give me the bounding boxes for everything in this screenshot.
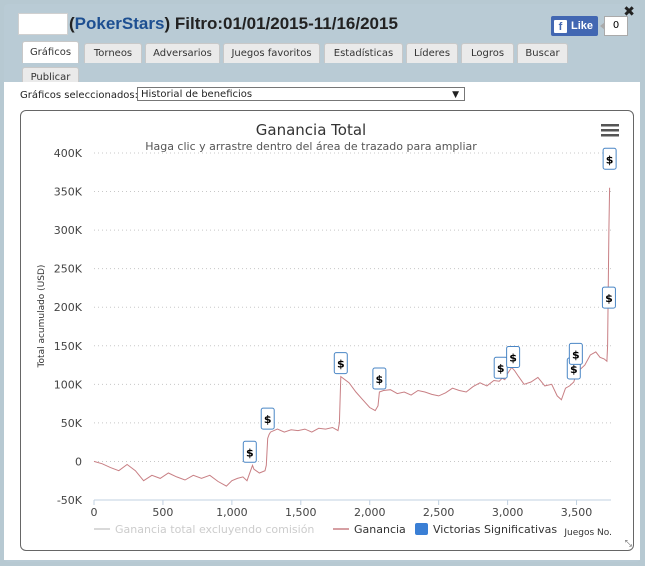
y-tick-label: 300K	[54, 224, 83, 237]
marker-label: $	[246, 446, 254, 459]
tab-estadisticas[interactable]: Estadísticas	[324, 43, 403, 63]
x-tick-label: 3,000	[492, 506, 524, 519]
marker-label: $	[376, 373, 384, 386]
marker-label: $	[509, 351, 517, 364]
y-tick-label: 100K	[54, 378, 83, 391]
tab-adversarios[interactable]: Adversarios	[145, 43, 220, 63]
marker-label: $	[572, 348, 580, 361]
hamburger-menu-icon	[601, 124, 619, 137]
chart-subtitle: Haga clic y arrastre dentro del área de …	[145, 140, 477, 153]
legend-label-ganancia: Ganancia	[354, 523, 406, 536]
grid-lines	[94, 152, 611, 501]
x-tick-label: 500	[152, 506, 173, 519]
legend-label-victorias: Victorias Significativas	[433, 523, 557, 536]
tab-buscar[interactable]: Buscar	[517, 43, 568, 63]
x-tick-label: 2,500	[423, 506, 455, 519]
marker-flag	[242, 440, 257, 463]
marker-label: $	[570, 363, 578, 376]
y-tick-label: 350K	[54, 186, 83, 199]
series-ganancia-line	[93, 187, 611, 487]
marker-label: $	[497, 362, 505, 375]
marker-flag	[601, 286, 616, 309]
facebook-like-count: 0	[600, 16, 629, 36]
chart-menu-button[interactable]	[601, 124, 619, 137]
marker-label: $	[337, 358, 345, 371]
marker-label: $	[264, 413, 272, 426]
marker-flag	[506, 345, 521, 368]
legend-item-victorias[interactable]: Victorias Significativas	[415, 523, 557, 536]
chart-legend: Ganancia total excluyendo comisión Ganan…	[94, 523, 557, 536]
y-tick-label: -50K	[57, 494, 83, 507]
marker-label: $	[606, 153, 614, 166]
chart-selector[interactable]: Historial de beneficios ▼	[137, 87, 465, 101]
facebook-icon: f	[554, 19, 567, 33]
marker-flag	[493, 356, 508, 379]
marker-flag	[568, 342, 583, 365]
profit-chart[interactable]: -50K 0 50K 100K 150K 200K 250K 300K 350K 400K 0 50…	[21, 111, 633, 550]
legend-item-ganancia[interactable]: Ganancia	[333, 523, 406, 536]
chart-selector-value: Historial de beneficios	[141, 89, 253, 100]
chart-title: Ganancia Total	[256, 121, 366, 139]
x-tick-label: 3,500	[561, 506, 593, 519]
significant-win-markers: $ $ $ $ $ $ $ $ $ $	[242, 147, 617, 463]
significant-win-marker[interactable]: $	[333, 352, 348, 375]
username-box	[18, 13, 68, 35]
significant-win-marker[interactable]: $	[601, 286, 616, 309]
facebook-like: f Like 0	[551, 16, 629, 36]
x-tick-label: 1,000	[216, 506, 248, 519]
y-tick-label: 50K	[61, 417, 83, 430]
chevron-down-icon: ▼	[452, 90, 459, 100]
marker-flag	[602, 147, 617, 170]
significant-win-marker[interactable]: $	[602, 147, 617, 170]
resize-handle-icon[interactable]: ⤡	[624, 539, 632, 549]
tab-lideres[interactable]: Líderes	[406, 43, 458, 63]
y-tick-label: 400K	[54, 147, 83, 160]
significant-win-marker[interactable]: $	[506, 345, 521, 368]
significant-win-marker[interactable]: $	[568, 342, 583, 365]
marker-flag	[260, 407, 275, 430]
facebook-like-button[interactable]: f Like	[551, 16, 599, 36]
significant-win-marker[interactable]: $	[493, 356, 508, 379]
y-tick-label: 0	[75, 455, 82, 468]
significant-win-marker[interactable]: $	[372, 367, 387, 390]
close-icon[interactable]: ✖	[623, 4, 635, 20]
y-axis-ticks: -50K 0 50K 100K 150K 200K 250K 300K 350K 400K	[54, 147, 83, 507]
tab-logros[interactable]: Logros	[461, 43, 514, 63]
legend-item-ganancia-total[interactable]: Ganancia total excluyendo comisión	[94, 523, 314, 536]
x-tick-label: 0	[91, 506, 98, 519]
y-tick-label: 200K	[54, 301, 83, 314]
marker-flag	[333, 352, 348, 375]
y-tick-label: 150K	[54, 340, 83, 353]
page-title: (PokerStars) Filtro:01/01/2015-11/16/201…	[18, 12, 398, 36]
tab-graficos[interactable]: Gráficos	[22, 41, 79, 63]
marker-flag	[372, 367, 387, 390]
brand-link[interactable]: PokerStars	[74, 14, 165, 33]
tab-juegos-favoritos[interactable]: Juegos favoritos	[223, 43, 320, 63]
significant-win-marker[interactable]: $	[242, 440, 257, 463]
x-axis-label: Juegos No.	[563, 528, 612, 538]
y-axis-label: Total acumulado (USD)	[37, 265, 47, 369]
legend-swatch-victorias	[415, 523, 428, 535]
y-tick-label: 250K	[54, 263, 83, 276]
legend-label-ganancia-total: Ganancia total excluyendo comisión	[115, 523, 314, 536]
marker-label: $	[605, 292, 613, 305]
filter-text: Filtro:01/01/2015-11/16/2015	[174, 14, 398, 33]
chart-selector-label: Gráficos seleccionados:	[20, 90, 138, 101]
charts-panel: Gráficos seleccionados: Historial de ben…	[4, 82, 640, 560]
x-tick-label: 2,000	[354, 506, 386, 519]
significant-win-marker[interactable]: $	[260, 407, 275, 430]
x-axis-ticks: 0 500 1,000 1,500 2,000 2,500 3,000 3,500	[91, 500, 593, 519]
x-tick-label: 1,500	[285, 506, 317, 519]
tab-torneos[interactable]: Torneos	[84, 43, 142, 63]
chart-container: -50K 0 50K 100K 150K 200K 250K 300K 350K 400K 0 50…	[20, 110, 634, 551]
